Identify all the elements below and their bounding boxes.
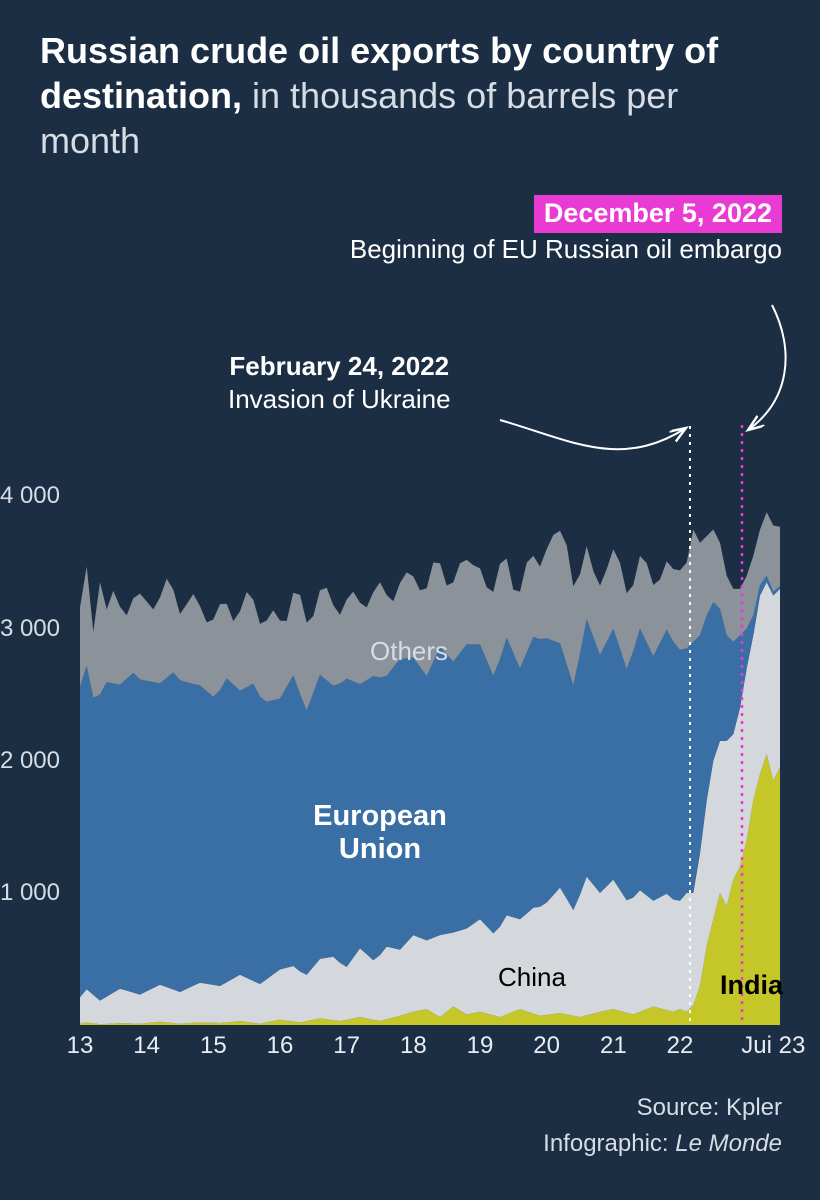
x-tick: 17	[317, 1032, 377, 1060]
series-label-eu: EuropeanUnion	[290, 800, 470, 867]
series-label-china: China	[498, 962, 566, 993]
x-tick: 16	[250, 1032, 310, 1060]
source-line: Source: Kpler	[543, 1090, 782, 1126]
x-tick: 22	[650, 1032, 710, 1060]
x-tick: 13	[50, 1032, 110, 1060]
credit-line: Infographic: Le Monde	[543, 1126, 782, 1162]
x-tick: 19	[450, 1032, 510, 1060]
y-tick: 3 000	[0, 615, 60, 643]
y-tick: 2 000	[0, 747, 60, 775]
chart-container: Russian crude oil exports by country of …	[0, 0, 820, 1200]
series-label-india: India	[720, 970, 783, 1001]
x-tick: 21	[583, 1032, 643, 1060]
arrow-embargo	[748, 305, 786, 430]
chart-footer: Source: Kpler Infographic: Le Monde	[543, 1090, 782, 1162]
arrow-invasion	[500, 420, 686, 449]
x-tick: 18	[383, 1032, 443, 1060]
chart-plot	[0, 0, 820, 1200]
x-tick: 20	[517, 1032, 577, 1060]
series-label-others: Others	[370, 636, 448, 667]
x-tick: 14	[117, 1032, 177, 1060]
y-tick: 4 000	[0, 482, 60, 510]
x-tick: 15	[183, 1032, 243, 1060]
x-tick: Jui 23	[728, 1032, 818, 1060]
y-tick: 1 000	[0, 879, 60, 907]
